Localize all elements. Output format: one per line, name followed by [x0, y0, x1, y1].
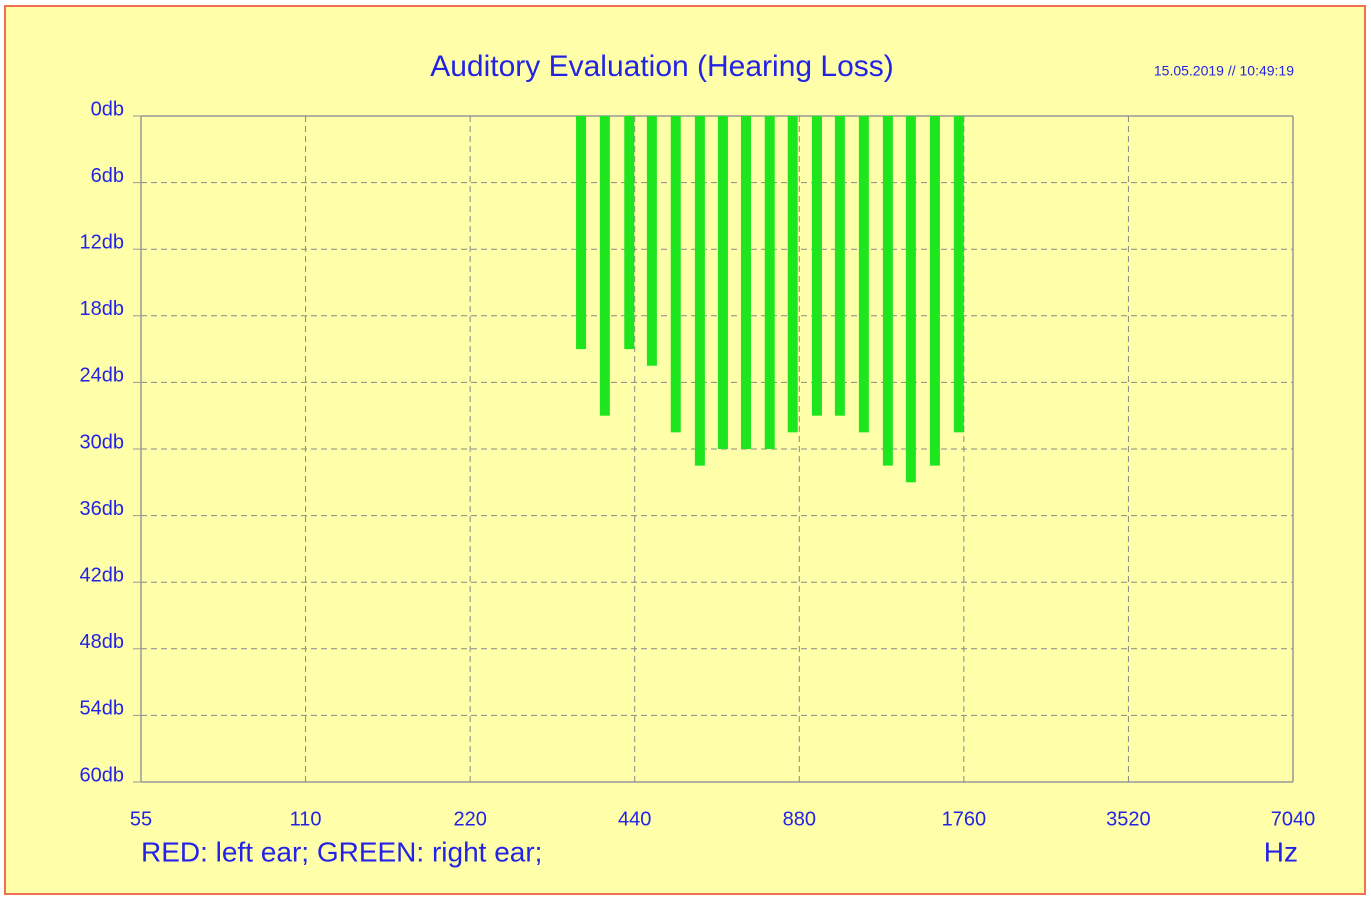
bar — [670, 116, 681, 433]
bar — [905, 116, 916, 483]
x-tick-label: 7040 — [1271, 808, 1316, 830]
bar — [834, 116, 845, 416]
bar — [858, 116, 869, 433]
bar — [764, 116, 775, 449]
y-tick-label: 30db — [80, 431, 125, 453]
marks — [576, 116, 964, 483]
x-tick-label: 1760 — [942, 808, 987, 830]
x-tick-label: 3520 — [1106, 808, 1151, 830]
y-tick-label: 54db — [80, 698, 125, 720]
y-tick-label: 48db — [80, 631, 125, 653]
x-tick-label: 220 — [453, 808, 486, 830]
y-tick-label: 60db — [80, 764, 125, 786]
bar — [929, 116, 940, 466]
bar — [740, 116, 751, 449]
grid: 0db 6db 12db 18db 24db 30db 36db 42db 48db 54db 60… — [80, 98, 1316, 830]
bar — [717, 116, 728, 449]
bar — [599, 116, 610, 416]
chart-panel — [4, 5, 1366, 895]
y-tick-label: 36db — [80, 498, 125, 520]
x-tick-label: 55 — [130, 808, 152, 830]
bar — [953, 116, 964, 433]
x-tick-label: 880 — [783, 808, 816, 830]
chart-title: Auditory Evaluation (Hearing Loss) — [430, 50, 894, 83]
y-tick-label: 6db — [91, 165, 124, 187]
timestamp: 15.05.2019 // 10:49:19 — [1154, 63, 1294, 79]
bar — [694, 116, 705, 466]
x-axis-label: Hz — [1264, 836, 1298, 867]
y-tick-label: 12db — [80, 231, 125, 253]
y-tick-label: 18db — [80, 298, 125, 320]
x-tick-label: 440 — [618, 808, 651, 830]
x-tick-label: 110 — [290, 808, 322, 830]
bar — [882, 116, 893, 466]
bar — [646, 116, 657, 366]
y-tick-label: 0db — [91, 98, 124, 120]
bar — [787, 116, 798, 433]
legend-text: RED: left ear; GREEN: right ear; — [141, 836, 542, 867]
y-tick-label: 42db — [80, 564, 125, 586]
bar — [624, 116, 635, 350]
y-tick-label: 24db — [80, 365, 125, 387]
bar — [811, 116, 822, 416]
bar — [576, 116, 587, 350]
